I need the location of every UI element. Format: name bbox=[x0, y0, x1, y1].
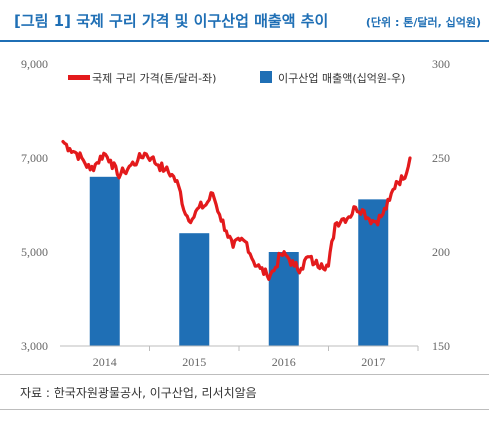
legend-bar-swatch bbox=[260, 71, 272, 83]
left-axis-tick: 9,000 bbox=[21, 57, 48, 71]
title-bar: [그림 1] 국제 구리 가격 및 이구산업 매출액 추이 (단위 : 톤/달러… bbox=[0, 0, 489, 42]
legend-line-label: 국제 구리 가격(톤/달러-좌) bbox=[92, 72, 216, 85]
x-axis-tick: 2015 bbox=[182, 355, 206, 369]
x-axis: 2014 2015 2016 2017 bbox=[60, 345, 419, 369]
legend-line-swatch bbox=[68, 75, 90, 80]
right-axis-tick: 250 bbox=[432, 151, 450, 165]
revenue-bar bbox=[179, 233, 210, 346]
right-axis-tick: 150 bbox=[432, 339, 450, 353]
right-axis-tick: 200 bbox=[432, 245, 450, 259]
right-axis-tick: 300 bbox=[432, 57, 450, 71]
bar-series bbox=[89, 176, 389, 346]
revenue-bar bbox=[89, 176, 120, 346]
left-axis-tick: 3,000 bbox=[21, 339, 48, 353]
left-axis-tick: 5,000 bbox=[21, 245, 48, 259]
right-axis: 300 250 200 150 bbox=[432, 57, 450, 353]
x-axis-tick: 2014 bbox=[93, 355, 117, 369]
copper-price-line bbox=[61, 140, 412, 281]
x-axis-tick: 2017 bbox=[361, 355, 385, 369]
legend: 국제 구리 가격(톤/달러-좌) 이구산업 매출액(십억원-우) bbox=[68, 71, 405, 85]
x-axis-tick: 2016 bbox=[272, 355, 296, 369]
revenue-bar bbox=[358, 199, 389, 346]
source-bar: 자료 : 한국자원광물공사, 이구산업, 리서치알음 bbox=[0, 374, 489, 410]
chart-title: [그림 1] 국제 구리 가격 및 이구산업 매출액 추이 bbox=[14, 12, 329, 30]
left-axis-tick: 7,000 bbox=[21, 151, 48, 165]
unit-label: (단위 : 톤/달러, 십억원) bbox=[365, 16, 481, 29]
left-axis: 9,000 7,000 5,000 3,000 bbox=[21, 57, 48, 353]
source-note: 자료 : 한국자원광물공사, 이구산업, 리서치알음 bbox=[20, 386, 257, 400]
legend-bar-label: 이구산업 매출액(십억원-우) bbox=[278, 72, 405, 85]
